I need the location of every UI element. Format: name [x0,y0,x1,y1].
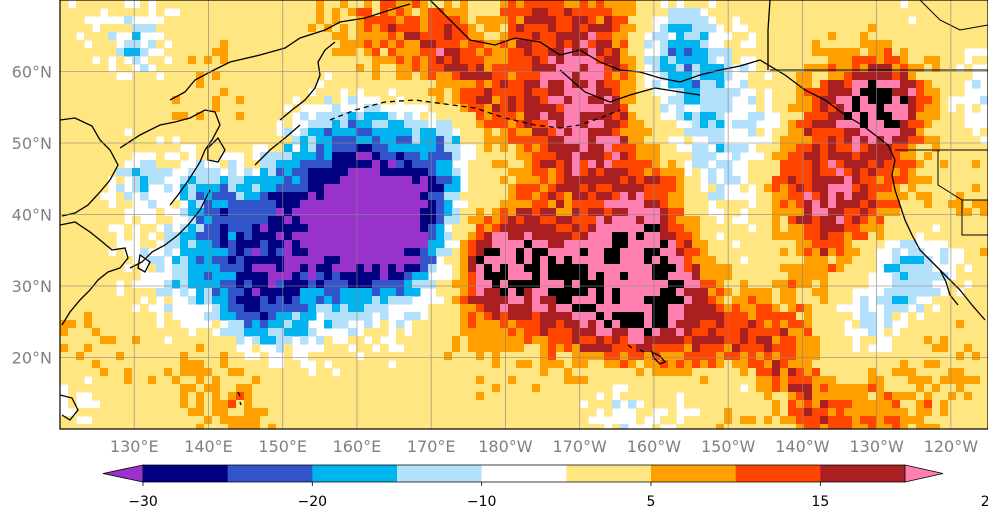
colorbar-segment [481,465,567,482]
colorbar-extend-low [102,464,144,483]
lon-tick-label: 160°E [333,437,382,456]
lon-tick-label: 150°E [258,437,307,456]
colorbar-tick-label: 5 [647,494,656,510]
lon-tick-label: 120°W [924,437,979,456]
lon-tick-label: 170°W [553,437,608,456]
lon-tick-label: 130°E [110,437,159,456]
lon-tick-label: 170°E [407,437,456,456]
colorbar-tick-label: 15 [811,494,829,510]
colorbar-segment [312,465,398,482]
colorbar-segment [820,465,906,482]
lat-tick-label: 20°N [12,349,52,368]
lon-tick-label: 140°E [184,437,233,456]
colorbar-tick-labels: −30 −20 −10 5 15 25 [128,482,988,510]
lat-tick-label: 30°N [12,277,52,296]
colorbar-tick-label: −20 [298,494,328,510]
colorbar-tick-label: −30 [128,494,158,510]
lat-tick-label: 50°N [12,134,52,153]
lon-tick-label: 130°W [849,437,904,456]
anomaly-field [60,0,988,429]
lat-tick-label: 40°N [12,206,52,225]
lon-tick-label: 150°W [701,437,756,456]
colorbar-segment [566,465,652,482]
colorbar-segment [227,465,313,482]
colorbar-segment [397,465,482,482]
graticule [60,0,988,429]
colorbar-segment [143,465,228,482]
colorbar-extend-high [904,464,944,483]
latitude-labels: 20°N 30°N 40°N 50°N 60°N [12,63,52,368]
lon-tick-label: 180°W [478,437,533,456]
plot-area [60,0,988,429]
colorbar-segment [651,465,736,482]
coastlines [60,0,988,421]
lon-tick-label: 140°W [775,437,830,456]
colorbar-tick-label: 25 [981,494,988,510]
colorbar-segment [735,465,821,482]
colorbar [102,464,944,483]
lon-tick-label: 160°W [627,437,682,456]
colorbar-tick-label: −10 [467,494,497,510]
lat-tick-label: 60°N [12,63,52,82]
longitude-labels: 130°E 140°E 150°E 160°E 170°E 180°W 170°W 160°W… [110,437,978,456]
plot-frame [59,0,988,430]
